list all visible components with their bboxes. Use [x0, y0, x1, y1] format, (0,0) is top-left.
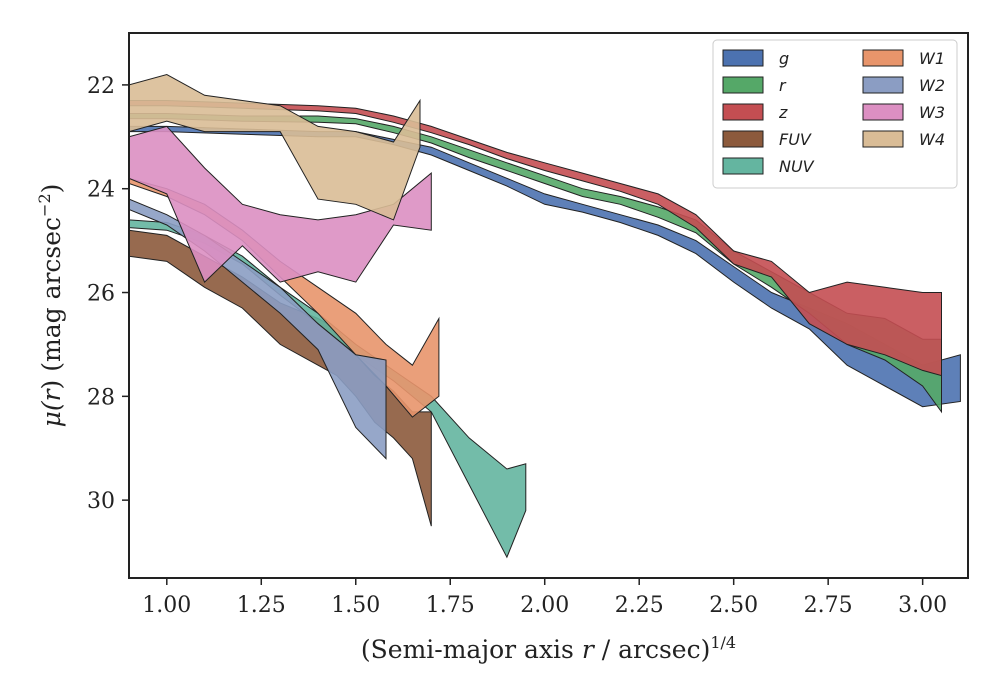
x-tick-label: 2.50	[709, 593, 758, 618]
y-tick-label: 30	[87, 489, 115, 514]
legend-swatch-r	[722, 76, 764, 94]
legend-label-nuv: NUV	[779, 157, 815, 176]
area-r	[129, 113, 942, 414]
legend-label-z: z	[778, 103, 788, 122]
legend: grz FUV NUV W1 W2 W3 W4	[712, 39, 958, 189]
x-tick-label: 2.75	[804, 593, 853, 618]
series-areas	[129, 73, 961, 559]
x-axis-label: (Semi-major axis r / arcsec)1/4	[361, 633, 736, 664]
legend-swatch-g	[722, 49, 764, 67]
x-tick-label: 1.25	[237, 593, 286, 618]
plot-frame	[128, 32, 969, 579]
legend-swatch-w1	[862, 49, 904, 67]
legend-label-r: r	[779, 76, 787, 95]
legend-swatch-z	[722, 103, 764, 121]
x-tick-label: 2.00	[520, 593, 569, 618]
area-w4	[129, 73, 421, 221]
y-tick-label: 28	[87, 385, 115, 410]
legend-label-w3: W3	[919, 103, 945, 122]
y-tick-label: 22	[87, 74, 115, 99]
y-tick-label: 24	[87, 178, 115, 203]
x-axis-ticks: 1.00 1.25 1.50 1.75 2.00 2.25 2.50 2.75 3.00	[142, 578, 947, 618]
x-tick-label: 2.25	[615, 593, 664, 618]
legend-label-g: g	[779, 49, 789, 68]
legend-label-w1: W1	[919, 49, 945, 68]
x-tick-label: 3.00	[898, 593, 947, 618]
area-z	[129, 100, 942, 377]
area-g	[129, 125, 961, 408]
legend-swatch-fuv	[722, 130, 764, 148]
legend-swatch-w3	[862, 103, 904, 121]
legend-swatch-nuv	[722, 157, 764, 175]
y-axis-ticks: 22 24 26 28 30	[87, 74, 129, 514]
x-tick-label: 1.75	[426, 593, 475, 618]
legend-label-w2: W2	[919, 76, 945, 95]
legend-label-w4: W4	[919, 130, 945, 149]
y-axis-label: μ(r) (mag arcsec−2)	[35, 184, 66, 428]
x-tick-label: 1.00	[142, 593, 191, 618]
legend-label-fuv: FUV	[779, 130, 812, 149]
area-w3	[129, 125, 432, 283]
y-tick-label: 26	[87, 282, 115, 307]
legend-swatch-w4	[862, 130, 904, 148]
x-tick-label: 1.50	[331, 593, 380, 618]
legend-swatch-w2	[862, 76, 904, 94]
